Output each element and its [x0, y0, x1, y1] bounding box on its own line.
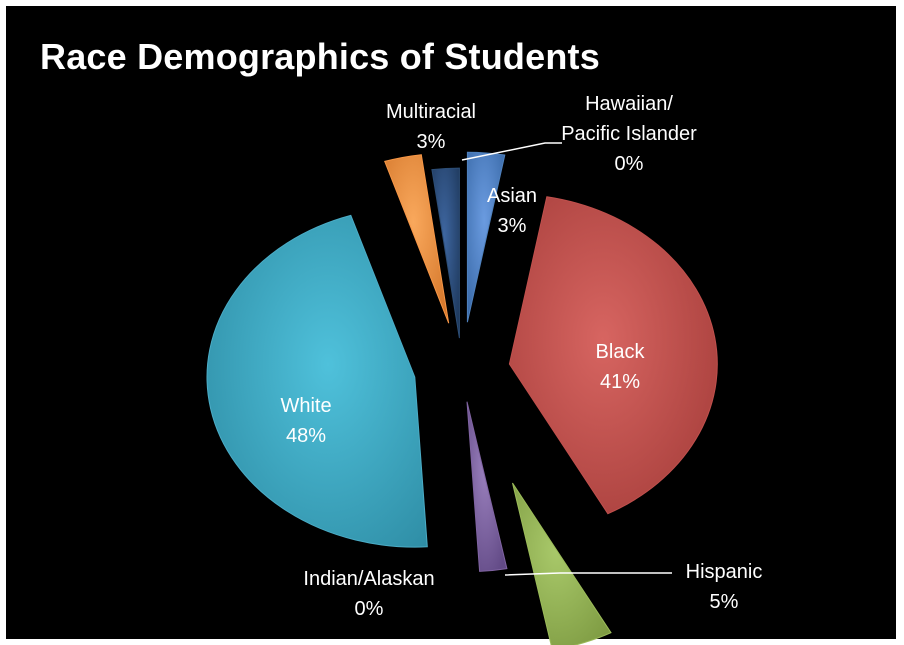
data-label-white: White 48% [280, 395, 331, 447]
leader-line-hawaiian-pacific-islander [461, 142, 562, 161]
data-label-indian-alaskan: Indian/Alaskan 0% [303, 568, 434, 620]
chart-title: Race Demographics of Students [40, 36, 600, 77]
pie-slice-asian [466, 151, 506, 323]
pie-slice-indian-alaskan [466, 401, 508, 572]
pie-slice-multiracial [384, 154, 450, 324]
pie-slice-black [508, 196, 718, 515]
data-label-black: Black 41% [596, 341, 646, 393]
data-label-hispanic: Hispanic 5% [686, 561, 763, 613]
pie-slice-white [206, 214, 428, 548]
data-label-multiracial: Multiracial 3% [386, 101, 476, 153]
data-label-hawaiian-pacific-islander: Hawaiian/Pacific Islander 0% [561, 93, 697, 175]
leader-line-hispanic [504, 572, 672, 576]
pie-slice-hawaiian-pacific-islander [431, 167, 460, 339]
chart-frame: Race Demographics of Students [6, 6, 896, 639]
pie-slice-hispanic [512, 482, 612, 645]
data-label-asian: Asian 3% [487, 185, 537, 237]
